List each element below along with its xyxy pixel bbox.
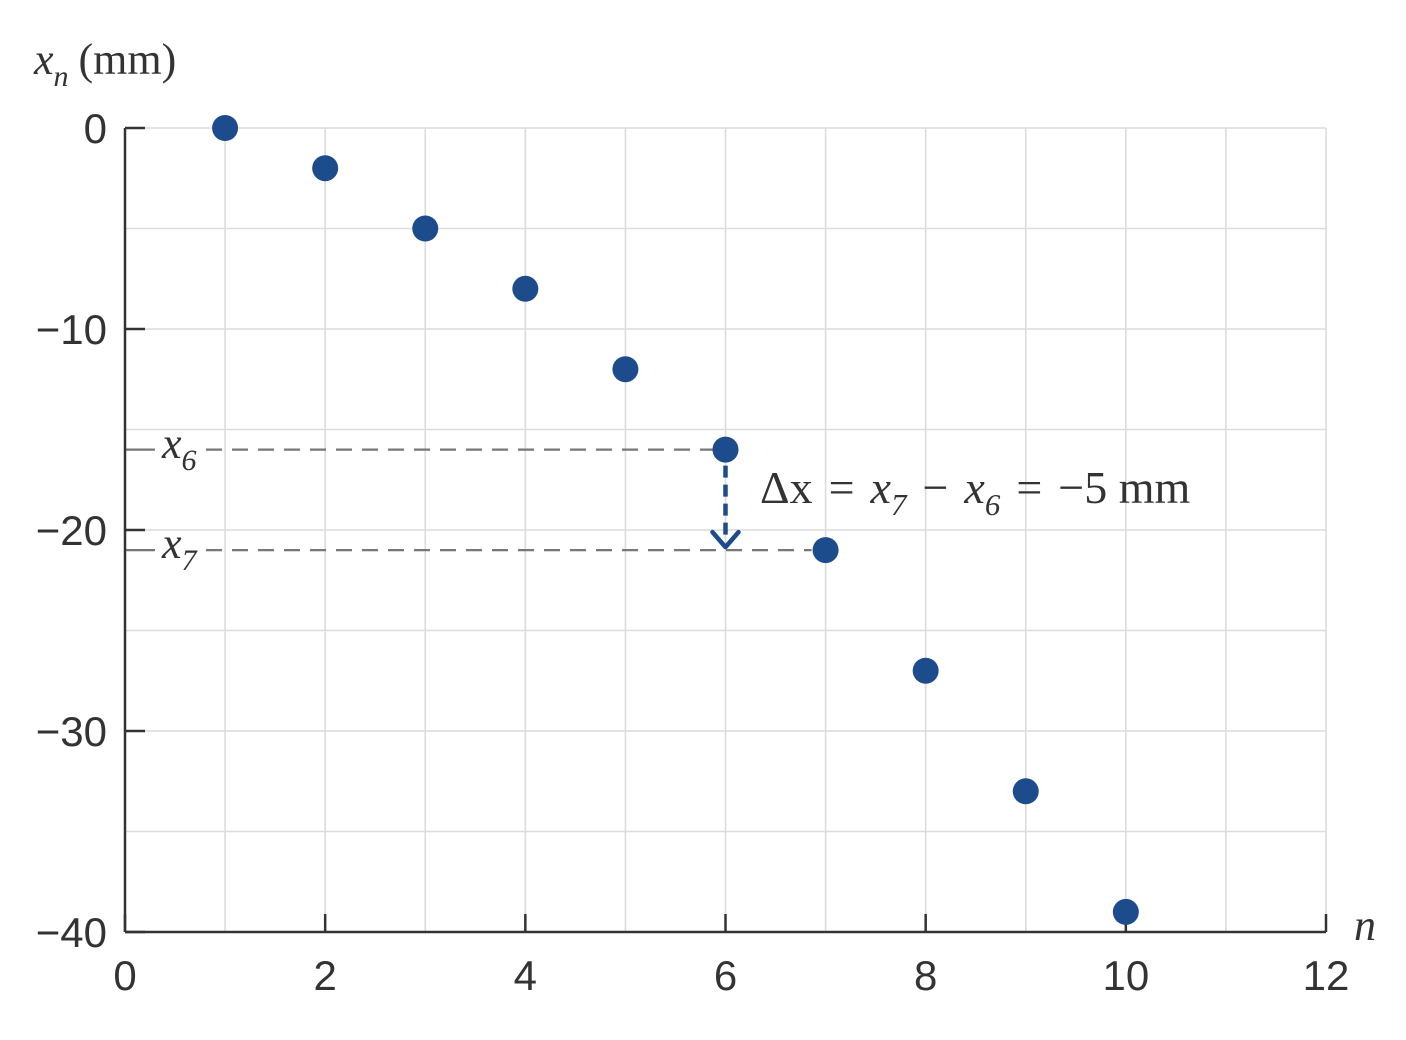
data-point bbox=[512, 275, 539, 302]
data-point bbox=[1012, 778, 1039, 805]
x7-label: x7 bbox=[161, 519, 199, 577]
x-tick-label: 8 bbox=[914, 952, 937, 999]
guide-lines bbox=[125, 448, 812, 552]
x-tick-label: 12 bbox=[1303, 952, 1350, 999]
y-axis-label: xn (mm) bbox=[33, 35, 176, 93]
x6-label: x6 bbox=[161, 419, 197, 477]
delta-equation: Δx = x7− x6 = −5 mm bbox=[760, 462, 1191, 522]
data-point bbox=[312, 155, 339, 182]
x-axis-label: n bbox=[1354, 901, 1376, 950]
x-tick-label: 2 bbox=[313, 952, 336, 999]
y-tick-label: −10 bbox=[36, 306, 107, 353]
x-tick-label: 4 bbox=[514, 952, 537, 999]
y-tick-label: 0 bbox=[84, 105, 107, 152]
x-tick-label: 0 bbox=[113, 952, 136, 999]
data-point bbox=[712, 436, 739, 463]
data-point bbox=[612, 356, 639, 383]
data-point bbox=[1112, 898, 1139, 925]
y-tick-label: −40 bbox=[36, 909, 107, 956]
y-tick-label: −30 bbox=[36, 708, 107, 755]
x-tick-label: 10 bbox=[1102, 952, 1149, 999]
data-point bbox=[212, 115, 239, 141]
data-point bbox=[412, 215, 439, 242]
delta-arrow-head bbox=[710, 529, 741, 550]
data-points bbox=[212, 115, 1139, 925]
data-point bbox=[812, 537, 839, 564]
y-tick-label: −20 bbox=[36, 507, 107, 554]
ticks: 0 2 4 6 8 10 12 0 −10 −20 −30 −40 bbox=[36, 105, 1350, 999]
data-point bbox=[912, 657, 939, 684]
x-tick-label: 6 bbox=[714, 952, 737, 999]
